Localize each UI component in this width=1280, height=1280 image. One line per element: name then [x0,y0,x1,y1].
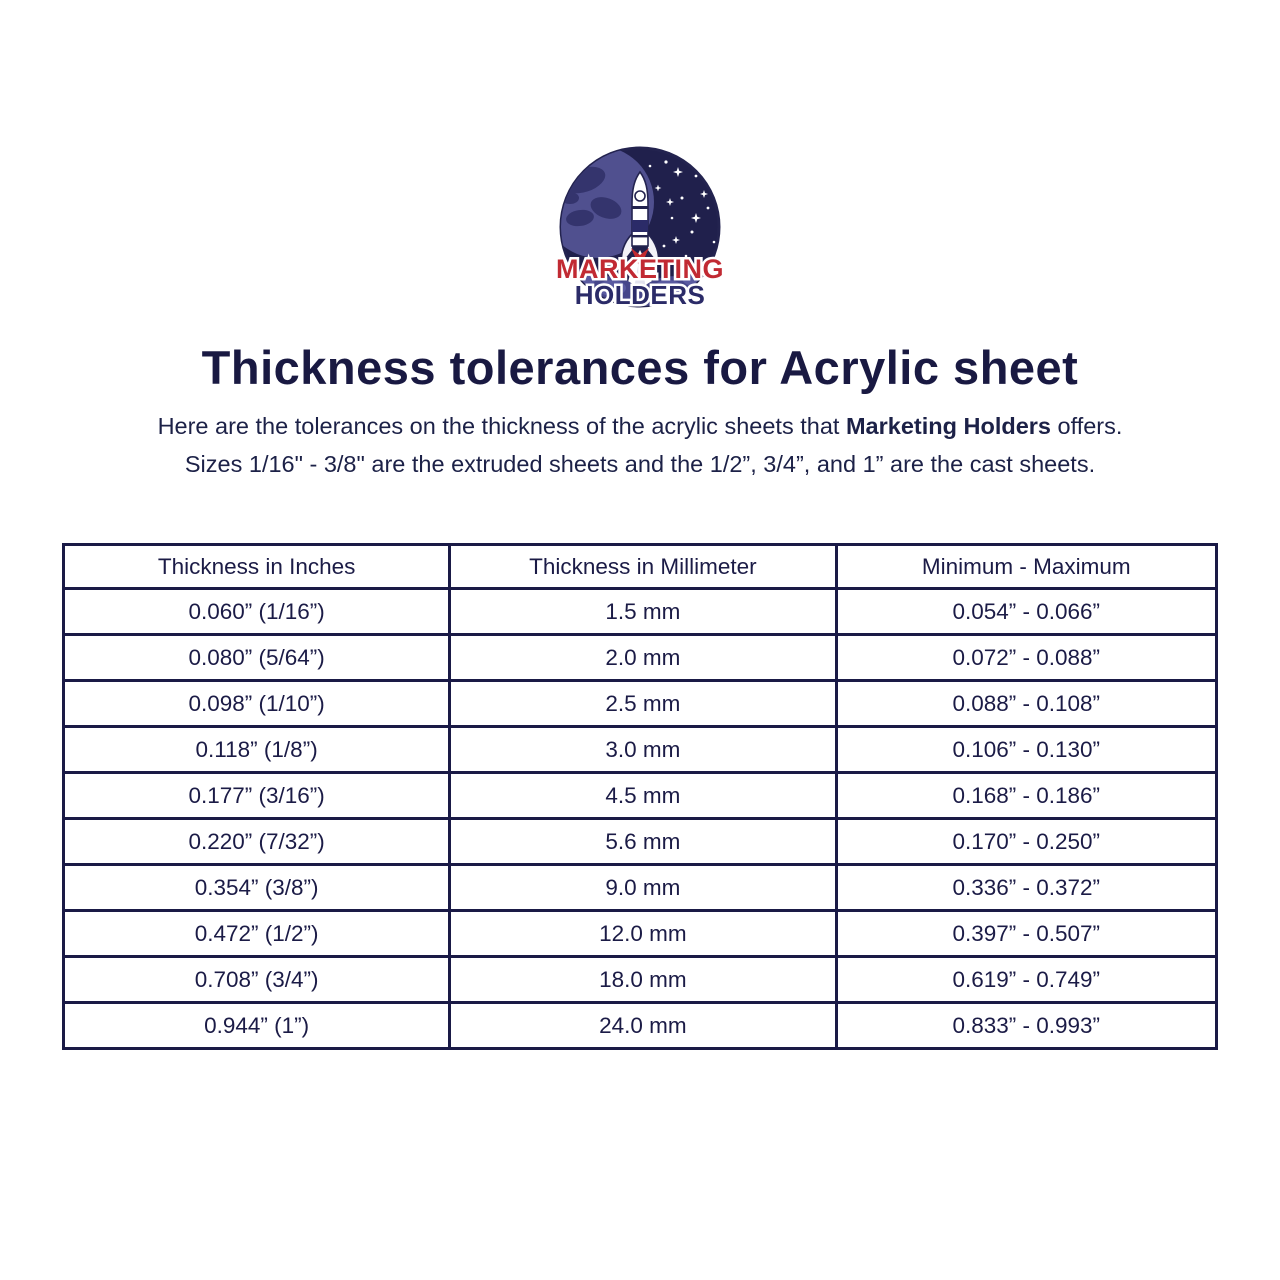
table-row: 0.177” (3/16”) 4.5 mm 0.168” - 0.186” [61,771,1218,820]
intro-text: Here are the tolerances on the thickness… [0,407,1280,483]
tolerance-table-body: 0.060” (1/16”) 1.5 mm 0.054” - 0.066” 0.080… [61,587,1218,1050]
table-row: 0.098” (1/10”) 2.5 mm 0.088” - 0.108” [61,679,1218,728]
table-cell: 0.170” - 0.250” [834,817,1218,866]
table-cell: 0.060” (1/16”) [61,587,452,636]
table-header-row: Thickness in Inches Thickness in Millime… [61,543,1218,590]
table-cell: 0.619” - 0.749” [834,955,1218,1004]
table-cell: 0.354” (3/8”) [61,863,452,912]
table-cell: 4.5 mm [448,771,838,820]
table-cell: 0.054” - 0.066” [834,587,1218,636]
table-row: 0.944” (1”) 24.0 mm 0.833” - 0.993” [61,1001,1218,1050]
table-row: 0.354” (3/8”) 9.0 mm 0.336” - 0.372” [61,863,1218,912]
table-row: 0.118” (1/8”) 3.0 mm 0.106” - 0.130” [61,725,1218,774]
table-row: 0.708” (3/4”) 18.0 mm 0.619” - 0.749” [61,955,1218,1004]
intro-line1-suffix: offers. [1051,413,1123,439]
marketing-holders-logo-icon: MARKETING HOLDERS [554,146,726,313]
table-cell: 0.708” (3/4”) [61,955,452,1004]
header-minimum-maximum: Minimum - Maximum [834,543,1218,590]
page: MARKETING HOLDERS Thickness tolerances f… [0,0,1280,1050]
intro-line1: Here are the tolerances on the thickness… [158,413,1123,439]
table-cell: 0.472” (1/2”) [61,909,452,958]
header-thickness-millimeter: Thickness in Millimeter [448,543,838,590]
intro-line2: Sizes 1/16" - 3/8" are the extruded shee… [184,451,1096,477]
table-cell: 0.397” - 0.507” [834,909,1218,958]
table-cell: 0.088” - 0.108” [834,679,1218,728]
table-row: 0.060” (1/16”) 1.5 mm 0.054” - 0.066” [61,587,1218,636]
intro-line1-prefix: Here are the tolerances on the thickness… [157,413,846,439]
table-row: 0.220” (7/32”) 5.6 mm 0.170” - 0.250” [61,817,1218,866]
table-row: 0.472” (1/2”) 12.0 mm 0.397” - 0.507” [61,909,1218,958]
tolerance-table: Thickness in Inches Thickness in Millime… [61,543,1218,1050]
table-cell: 3.0 mm [448,725,838,774]
table-cell: 0.177” (3/16”) [61,771,452,820]
table-cell: 18.0 mm [448,955,838,1004]
table-cell: 0.118” (1/8”) [61,725,452,774]
table-cell: 0.833” - 0.993” [834,1001,1218,1050]
table-cell: 0.080” (5/64”) [61,633,452,682]
table-cell: 0.106” - 0.130” [834,725,1218,774]
table-cell: 1.5 mm [448,587,838,636]
table-cell: 12.0 mm [448,909,838,958]
table-cell: 0.072” - 0.088” [834,633,1218,682]
logo-wordmark-marketing: MARKETING [556,254,724,284]
page-title: Thickness tolerances for Acrylic sheet [201,341,1079,394]
table-cell: 2.5 mm [448,679,838,728]
logo: MARKETING HOLDERS [0,0,1280,314]
table-cell: 0.336” - 0.372” [834,863,1218,912]
table-cell: 24.0 mm [448,1001,838,1050]
table-cell: 2.0 mm [448,633,838,682]
table-cell: 0.168” - 0.186” [834,771,1218,820]
intro-line1-brand: Marketing Holders [845,413,1051,439]
header-thickness-inches: Thickness in Inches [61,543,452,590]
table-row: 0.080” (5/64”) 2.0 mm 0.072” - 0.088” [61,633,1218,682]
table-cell: 9.0 mm [448,863,838,912]
table-cell: 0.098” (1/10”) [61,679,452,728]
logo-wordmark-holders: HOLDERS [575,280,706,310]
table-cell: 5.6 mm [448,817,838,866]
tolerance-table-head: Thickness in Inches Thickness in Millime… [61,543,1218,590]
table-cell: 0.220” (7/32”) [61,817,452,866]
table-cell: 0.944” (1”) [61,1001,452,1050]
